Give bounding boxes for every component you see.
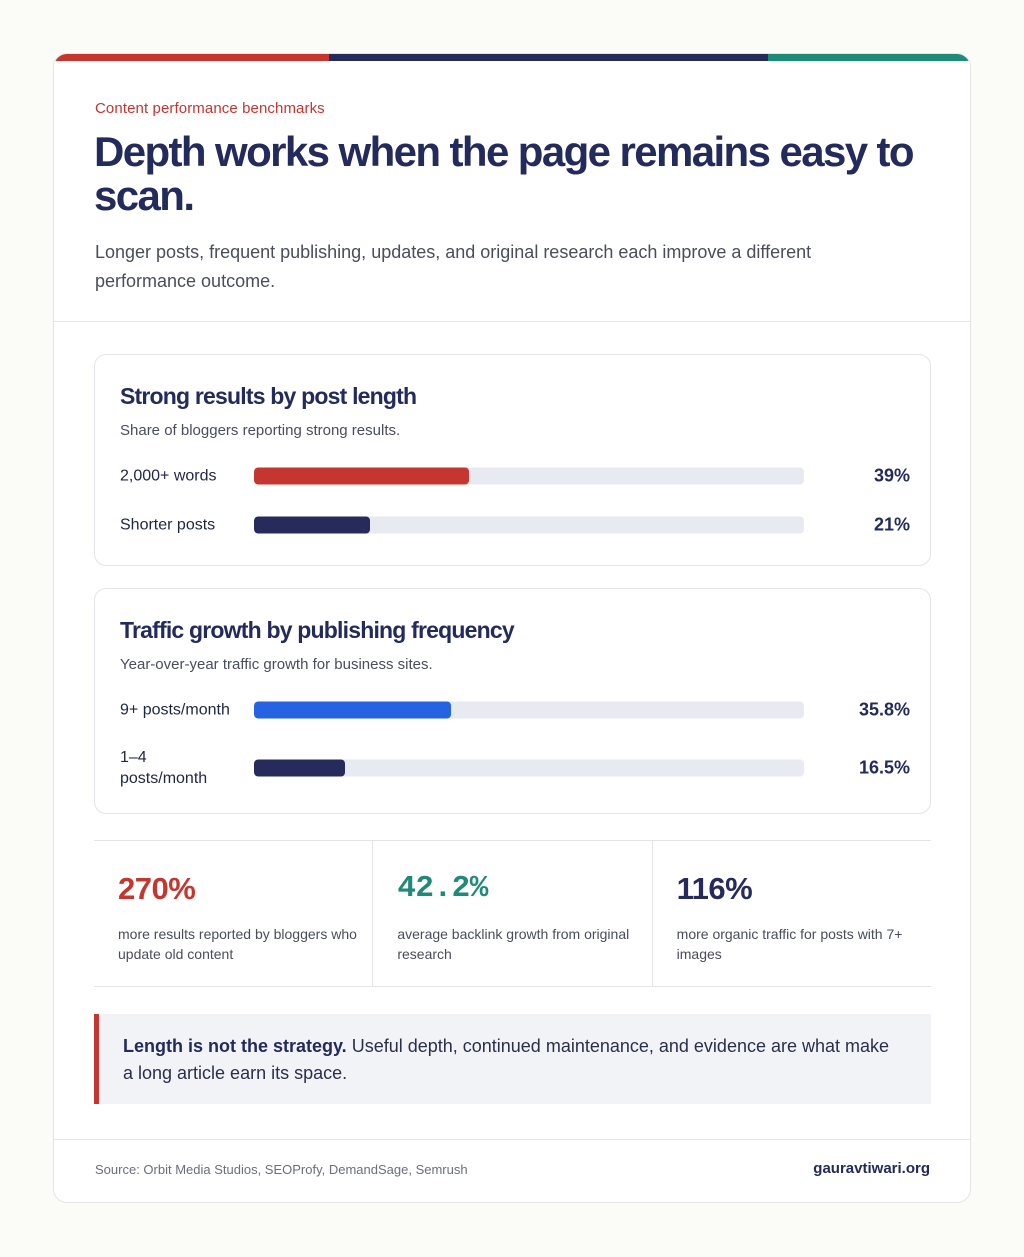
footer-divider (54, 1139, 970, 1140)
stat-item: 116% more organic traffic for posts with… (653, 841, 931, 986)
bar-track (254, 516, 804, 534)
stat-value: 42.2% (397, 871, 488, 906)
stat-value: 116% (676, 871, 753, 906)
bar-label: 9+ posts/month (120, 701, 230, 719)
callout-text: Length is not the strategy. Useful depth… (123, 1033, 903, 1087)
bar-fill (254, 701, 451, 719)
bar-row: 2,000+ words 39% (120, 456, 910, 496)
bar-track (254, 701, 804, 719)
bar-fill (254, 467, 469, 485)
callout-body: Useful depth, continued maintenance, and… (123, 1036, 890, 1083)
top-accent-bar (54, 54, 970, 61)
bar-value-label: 21% (873, 514, 910, 535)
page-title: Depth works when the page remains easy t… (94, 128, 915, 219)
bar-label: Shorter posts (120, 516, 216, 534)
eyebrow-label: Content performance benchmarks (95, 100, 325, 117)
bar-row: Shorter posts 21% (120, 505, 910, 545)
stat-item: 42.2% average backlink growth from origi… (373, 841, 653, 986)
header-divider (54, 321, 970, 322)
stat-item: 270% more results reported by bloggers w… (94, 841, 374, 986)
bar-fill (254, 759, 345, 777)
bar-value-label: 16.5% (858, 757, 910, 778)
accent-navy (328, 54, 769, 61)
bar-value-label: 35.8% (858, 699, 910, 720)
bar-label: 2,000+ words (120, 467, 217, 485)
page-subtitle: Longer posts, frequent publishing, updat… (95, 242, 812, 291)
bar-value-label: 39% (873, 465, 910, 486)
stat-description: more organic traffic for posts with 7+ i… (676, 926, 903, 962)
accent-red (54, 54, 329, 61)
callout-box: Length is not the strategy. Useful depth… (94, 1014, 931, 1104)
accent-teal (768, 54, 970, 61)
chart-subtitle: Share of bloggers reporting strong resul… (120, 422, 401, 439)
infographic-card: Content performance benchmarks Depth wor… (53, 53, 971, 1203)
bar-track (254, 759, 804, 777)
chart-title: Traffic growth by publishing frequency (120, 617, 515, 643)
chart-subtitle: Year-over-year traffic growth for busine… (120, 656, 433, 673)
bar-row: 1–4 posts/month 16.5% (120, 746, 910, 790)
stat-description: more results reported by bloggers who up… (118, 926, 357, 962)
stat-description: average backlink growth from original re… (397, 926, 630, 962)
callout-bold: Length is not the strategy. (123, 1036, 347, 1056)
stats-strip: 270% more results reported by bloggers w… (94, 840, 931, 987)
chart-publishing-frequency: Traffic growth by publishing frequency Y… (94, 588, 931, 814)
bar-fill (254, 516, 370, 534)
stat-value: 270% (118, 871, 196, 906)
bar-track (254, 467, 804, 485)
bar-label: 1–4 posts/month (120, 749, 208, 787)
brand-link[interactable]: gauravtiwari.org (813, 1160, 930, 1177)
source-note: Source: Orbit Media Studios, SEOProfy, D… (95, 1162, 468, 1177)
chart-post-length: Strong results by post length Share of b… (94, 354, 931, 566)
bar-row: 9+ posts/month 35.8% (120, 690, 910, 730)
chart-title: Strong results by post length (120, 383, 417, 409)
